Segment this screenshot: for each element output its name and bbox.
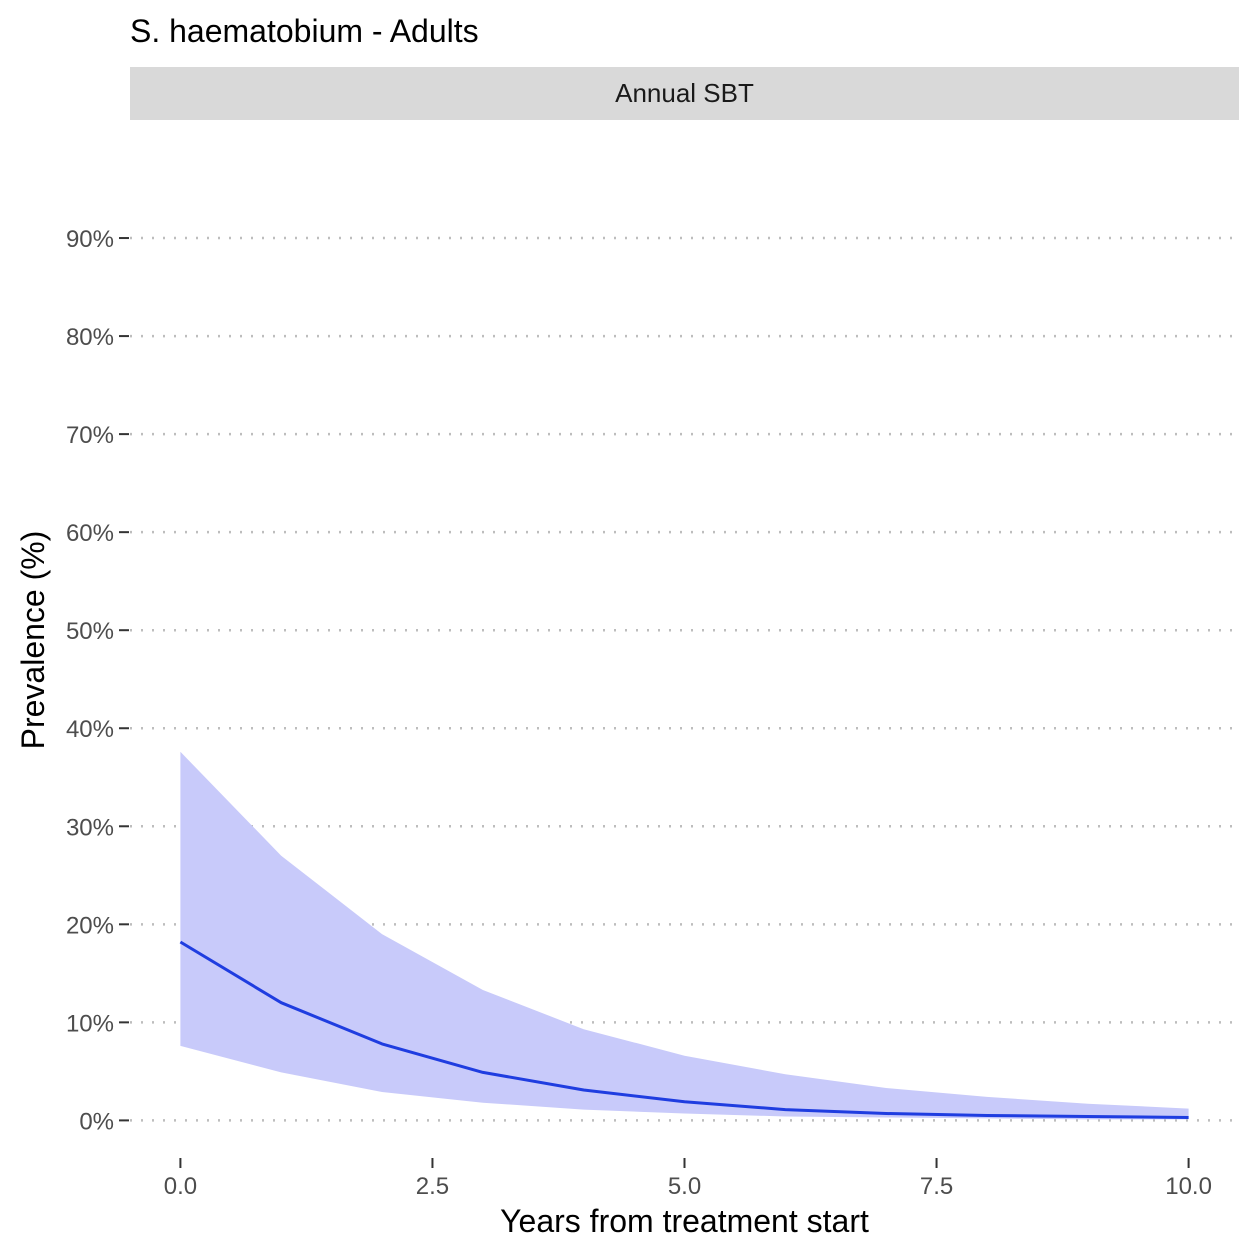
y-tick-label: 30% xyxy=(66,814,114,841)
x-tick-label: 0.0 xyxy=(164,1173,197,1200)
x-tick-label: 5.0 xyxy=(668,1173,701,1200)
confidence-ribbon-layer xyxy=(180,751,1189,1120)
x-tick-label: 10.0 xyxy=(1165,1173,1212,1200)
y-axis: 0% 10% 20% 30% 40% 50% 60% 70% 80% 90% xyxy=(66,226,129,1135)
x-tick-label: 2.5 xyxy=(416,1173,449,1200)
y-tick-label: 10% xyxy=(66,1010,114,1037)
series-line-layer xyxy=(179,940,1189,1119)
grid xyxy=(130,236,1239,1122)
y-tick-label: 90% xyxy=(66,226,114,253)
y-tick-label: 80% xyxy=(66,324,114,351)
y-tick-label: 60% xyxy=(66,520,114,547)
y-tick-label: 40% xyxy=(66,716,114,743)
y-tick-label: 20% xyxy=(66,912,114,939)
y-axis-title: Prevalence (%) xyxy=(15,531,51,750)
prevalence-line xyxy=(179,940,1189,1119)
y-tick-label: 50% xyxy=(66,618,114,645)
facet-strip xyxy=(130,67,1239,120)
x-axis-title: Years from treatment start xyxy=(500,1203,869,1236)
y-tick-label: 0% xyxy=(79,1108,114,1135)
confidence-band xyxy=(180,751,1189,1120)
x-tick-label: 7.5 xyxy=(920,1173,953,1200)
facet-label: Annual SBT xyxy=(615,78,754,108)
y-tick-label: 70% xyxy=(66,422,114,449)
x-axis: 0.0 2.5 5.0 7.5 10.0 xyxy=(164,1158,1212,1200)
chart-title: S. haematobium - Adults xyxy=(130,13,479,49)
